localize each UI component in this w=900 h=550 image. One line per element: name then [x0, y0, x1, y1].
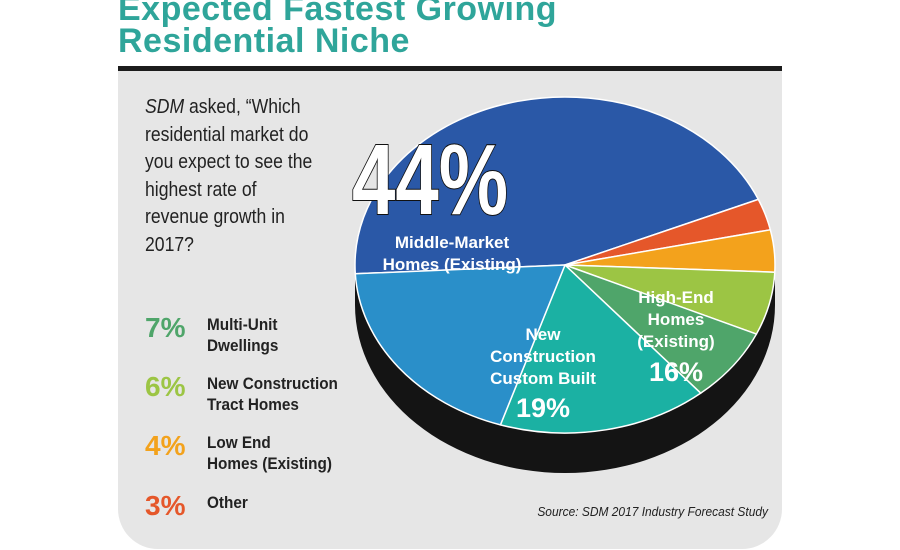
- slice-label-high-end-pct: 16%: [649, 357, 703, 387]
- survey-question: SDM asked, “Which residential market do …: [145, 94, 321, 259]
- slice-label-high-end-line2: Homes: [648, 310, 705, 329]
- legend-label: New Construction Tract Homes: [207, 374, 338, 414]
- legend-label: Low End Homes (Existing): [207, 433, 332, 473]
- question-prefix: SDM: [145, 96, 185, 118]
- source-note: Source: SDM 2017 Industry Forecast Study: [537, 504, 768, 519]
- pie-side-wall: [355, 265, 775, 473]
- legend-pct: 4%: [145, 430, 186, 461]
- pie-slice-high-end-homes-existing: [499, 264, 702, 434]
- slice-label-high-end-line1: High-End: [638, 288, 714, 307]
- question-text: asked, “Which residential market do you …: [145, 96, 313, 256]
- slice-label-custom-line1: New: [526, 325, 562, 344]
- slice-label-middle-market-line1: Middle-Market: [395, 233, 510, 252]
- pie-depth: [355, 265, 775, 473]
- slice-label-middle-market-pct: 44%: [352, 125, 508, 237]
- legend-pct: 7%: [145, 312, 186, 343]
- legend-label: Multi-Unit Dwellings: [207, 315, 279, 355]
- slice-label-custom-line3: Custom Built: [490, 369, 596, 388]
- chart-title: Expected Fastest Growing Residential Nic…: [118, 0, 818, 60]
- title-line-2: Residential Niche: [118, 22, 410, 60]
- slice-label-custom-line2: Construction: [490, 347, 596, 366]
- legend-pct: 3%: [145, 490, 186, 521]
- pie-slices: [354, 96, 776, 434]
- slice-label-high-end-line3: (Existing): [637, 332, 714, 351]
- legend-pct: 6%: [145, 371, 186, 402]
- pie-labels: 44% Middle-Market Homes (Existing) New C…: [351, 124, 715, 423]
- legend-label: Other: [207, 493, 248, 512]
- slice-label-middle-market-line2: Homes (Existing): [383, 255, 522, 274]
- pie-slice-new-construction-custom-built: [354, 264, 566, 426]
- slice-label-custom-pct: 19%: [516, 393, 570, 423]
- title-line-1: Expected Fastest Growing: [118, 0, 557, 28]
- pie-slice-middle-market-homes-existing: [354, 96, 760, 275]
